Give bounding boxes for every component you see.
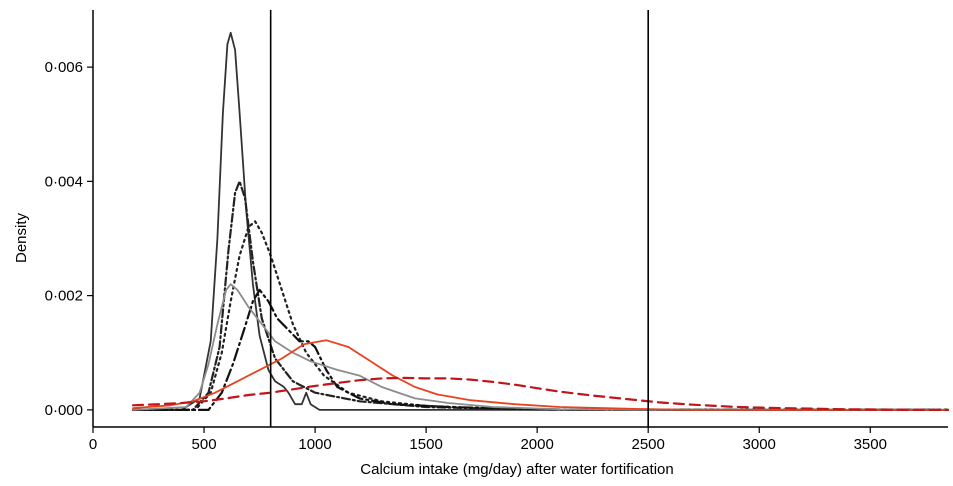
y-axis-title: Density <box>13 212 30 263</box>
axes <box>92 10 948 428</box>
density-curve-5 <box>132 283 949 411</box>
density-curve-7 <box>131 376 950 411</box>
y-tick-label: 0·006 <box>45 59 83 76</box>
plot-lines <box>131 31 950 411</box>
y-tick-label: 0·004 <box>45 173 83 190</box>
x-tick-label: 2500 <box>632 436 665 453</box>
reference-lines <box>269 10 649 427</box>
x-axis-title: Calcium intake (mg/day) after water fort… <box>360 461 673 478</box>
x-tick-label: 1000 <box>298 436 331 453</box>
x-tick-label: 500 <box>192 436 217 453</box>
density-curve-1 <box>132 31 949 411</box>
y-tick-label: 0·002 <box>45 288 83 305</box>
density-curve-4 <box>131 288 950 411</box>
x-tick-label: 2000 <box>520 436 553 453</box>
x-tick-label: 3500 <box>854 436 887 453</box>
ticks: 0 500 1000 1500 2000 2500 3000 3500 0·000 0·002 0·… <box>45 59 887 453</box>
density-curve-6 <box>132 339 949 411</box>
x-tick-label: 3000 <box>743 436 776 453</box>
y-tick-label: 0·000 <box>45 402 83 419</box>
x-tick-label: 1500 <box>409 436 442 453</box>
x-tick-label: 0 <box>89 436 97 453</box>
